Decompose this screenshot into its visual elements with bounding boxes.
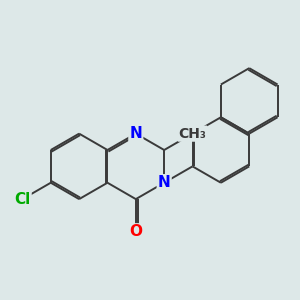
Text: O: O [129,224,142,239]
Text: Cl: Cl [14,192,31,207]
Text: CH₃: CH₃ [178,127,206,141]
Text: N: N [129,126,142,141]
Text: N: N [158,175,171,190]
